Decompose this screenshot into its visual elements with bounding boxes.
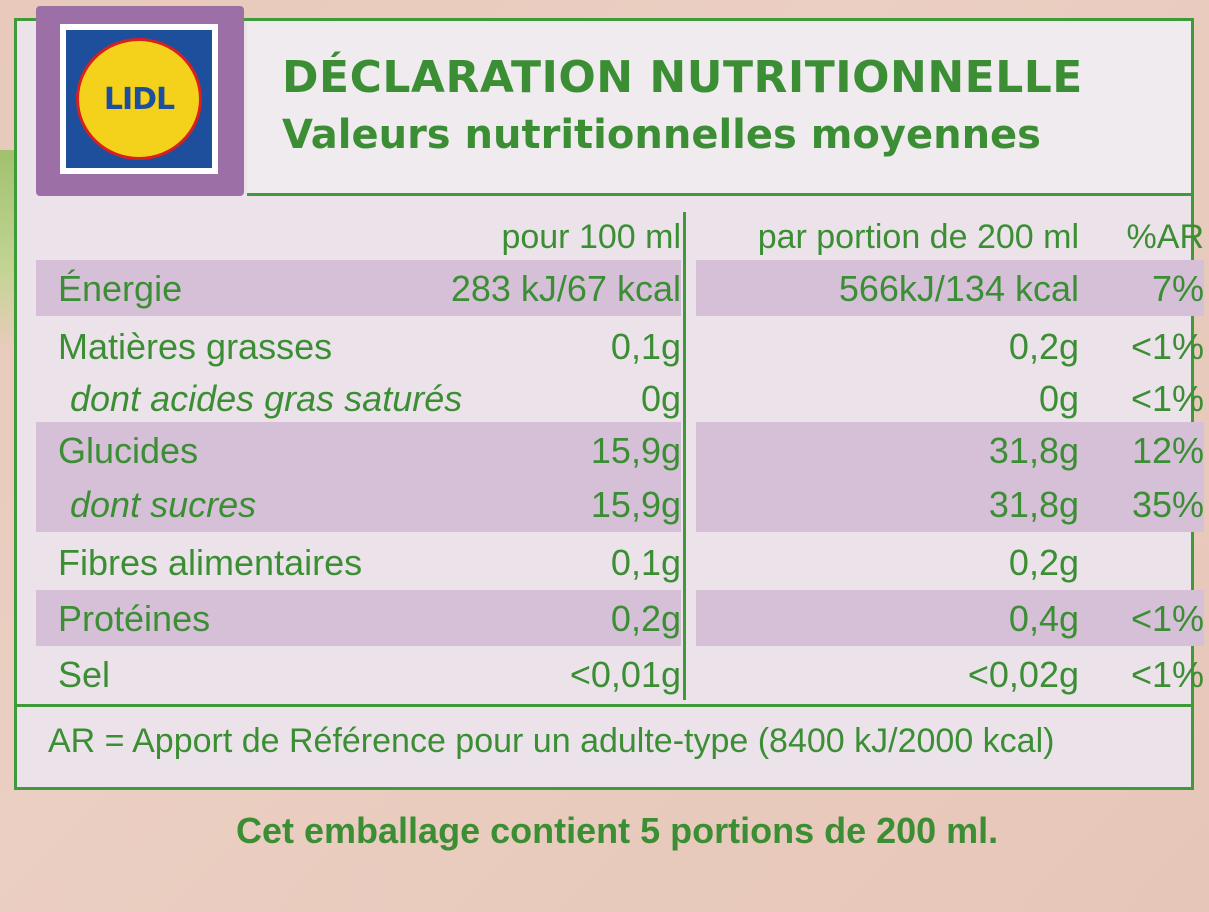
nutrient-name: dont sucres	[70, 484, 257, 525]
value-per-portion: <0,02g	[967, 654, 1079, 695]
nutrient-name: dont acides gras saturés	[70, 378, 463, 419]
header-band	[247, 21, 1191, 196]
packaging-note: Cet emballage contient 5 portions de 200…	[236, 810, 999, 851]
panel-title: DÉCLARATION NUTRITIONNELLE	[282, 52, 1083, 103]
value-per-portion: 0,2g	[1008, 326, 1079, 367]
column-header-row: pour 100 ml par portion de 200 ml %AR	[36, 210, 1204, 266]
table-row: Matières grasses 0,1g 0,2g <1%	[36, 318, 1204, 374]
value-per-100ml: 0,2g	[610, 598, 681, 639]
table-row: Fibres alimentaires 0,1g 0,2g	[36, 534, 1204, 590]
column-header-per100: pour 100 ml	[501, 218, 681, 256]
column-header-ar: %AR	[1126, 218, 1204, 256]
table-row: dont acides gras saturés 0g 0g <1%	[36, 370, 1204, 426]
value-percent-ar: <1%	[1130, 378, 1204, 419]
value-per-portion: 0,2g	[1008, 542, 1079, 583]
value-per-100ml: 15,9g	[590, 484, 681, 525]
table-row: Énergie 283 kJ/67 kcal 566kJ/134 kcal 7%	[36, 260, 1204, 316]
logo-text: LIDL	[103, 81, 175, 117]
logo-frame: LIDL	[36, 6, 244, 196]
value-percent-ar: <1%	[1130, 598, 1204, 639]
nutrient-name: Sel	[58, 654, 111, 695]
value-percent-ar: <1%	[1130, 654, 1204, 695]
value-per-100ml: 0g	[640, 378, 681, 419]
value-per-100ml: 0,1g	[610, 542, 681, 583]
table-row: Protéines 0,2g 0,4g <1%	[36, 590, 1204, 646]
footer-divider	[14, 704, 1194, 707]
panel-subtitle: Valeurs nutritionnelles moyennes	[282, 112, 1041, 158]
value-per-100ml: <0,01g	[569, 654, 681, 695]
value-per-100ml: 15,9g	[590, 430, 681, 471]
nutrient-name: Matières grasses	[58, 326, 333, 367]
nutrient-name: Glucides	[58, 430, 199, 471]
value-per-100ml: 0,1g	[610, 326, 681, 367]
value-per-100ml: 283 kJ/67 kcal	[450, 268, 681, 309]
value-per-portion: 0,4g	[1008, 598, 1079, 639]
value-percent-ar: <1%	[1130, 326, 1204, 367]
nutrient-name: Fibres alimentaires	[58, 542, 363, 583]
table-row: Sel <0,01g <0,02g <1%	[36, 646, 1204, 702]
table-row: dont sucres 15,9g 31,8g 35%	[36, 476, 1204, 532]
value-per-portion: 31,8g	[988, 484, 1079, 525]
nutrient-name: Énergie	[58, 268, 183, 309]
value-percent-ar: 7%	[1151, 268, 1204, 309]
column-header-per-portion: par portion de 200 ml	[757, 218, 1079, 256]
value-per-portion: 566kJ/134 kcal	[838, 268, 1079, 309]
value-per-portion: 31,8g	[988, 430, 1079, 471]
footnote: AR = Apport de Référence pour un adulte-…	[48, 722, 1055, 760]
table-row: Glucides 15,9g 31,8g 12%	[36, 422, 1204, 478]
value-percent-ar: 12%	[1131, 430, 1204, 471]
lidl-logo: LIDL	[76, 38, 202, 160]
nutrient-name: Protéines	[58, 598, 211, 639]
value-percent-ar: 35%	[1131, 484, 1204, 525]
value-per-portion: 0g	[1038, 378, 1079, 419]
column-divider	[683, 212, 686, 700]
